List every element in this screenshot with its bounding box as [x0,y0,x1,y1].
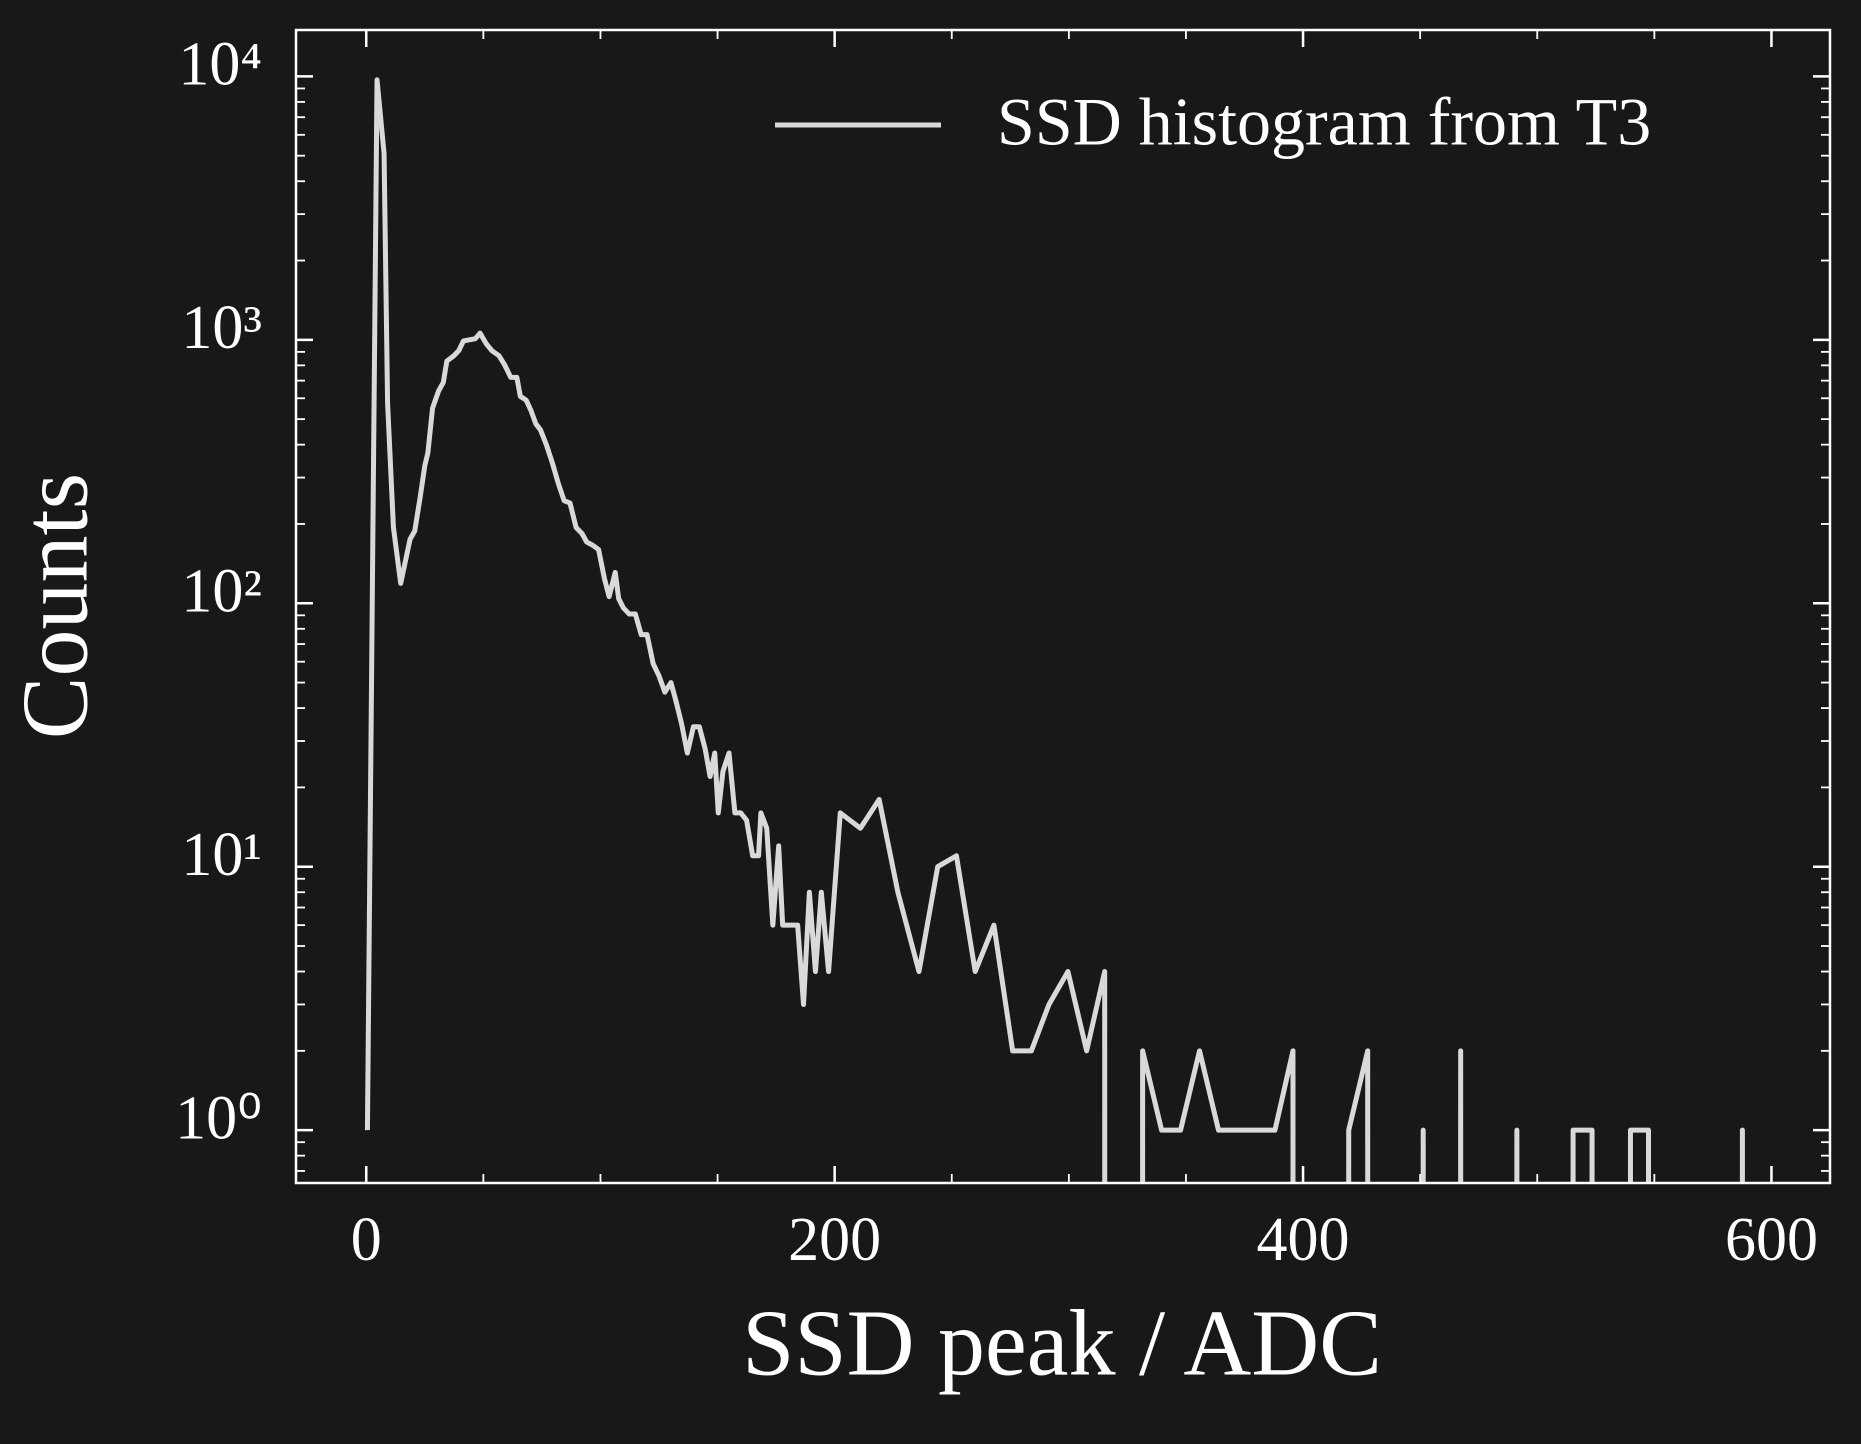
y-tick-label: 10¹ [181,821,262,889]
y-tick-label: 10² [181,557,262,625]
data-line [364,77,1745,1183]
y-tick-label: 10⁴ [178,31,262,99]
x-axis-label: SSD peak / ADC [742,1292,1382,1396]
axes-frame [294,28,1832,1185]
x-tick-label: 400 [1257,1206,1350,1274]
y-tick-label: 10³ [181,294,262,362]
y-tick-label: 10⁰ [175,1084,262,1152]
x-tick-label: 0 [351,1206,382,1274]
x-tick-label: 600 [1725,1206,1818,1274]
x-tick-label: 200 [788,1206,881,1274]
legend-label: SSD histogram from T3 [997,84,1651,160]
y-axis-label: Counts [4,473,108,739]
